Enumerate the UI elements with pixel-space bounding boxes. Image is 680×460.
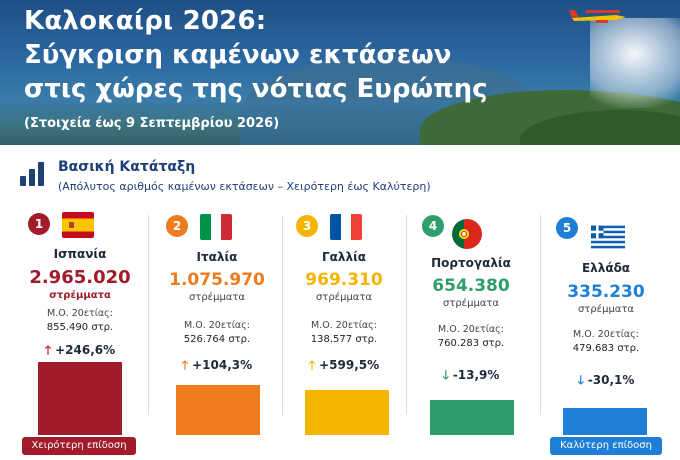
change-value: +246,6%: [55, 343, 116, 357]
average-label: Μ.Ο. 20ετίας:: [184, 320, 250, 331]
change-percent: 🡑 +246,6%: [15, 341, 145, 362]
change-percent: 🡑 +599,5%: [279, 356, 409, 377]
page-title-line3: στις χώρες της νότιας Ευρώπης: [24, 74, 488, 104]
header-banner: Καλοκαίρι 2026: Σύγκριση καμένων εκτάσεω…: [0, 0, 680, 145]
italy-flag-icon: [200, 214, 232, 240]
arrow-down-icon: 🡓: [577, 373, 584, 387]
country-name: Γαλλία: [322, 250, 366, 264]
rank-badge: 3: [296, 215, 318, 237]
page-subtitle: (Στοιχεία έως 9 Σεπτεμβρίου 2026): [24, 116, 280, 131]
best-performance-label: Καλύτερη επίδοση: [550, 437, 662, 455]
average-value: 855.490 στρ.: [46, 322, 114, 333]
rank-badge: 4: [422, 215, 444, 237]
worst-performance-label: Χειρότερη επίδοση: [22, 437, 136, 455]
page-title-line1: Καλοκαίρι 2026:: [24, 6, 267, 36]
burned-area-value: 335.230: [567, 282, 645, 302]
change-value: -30,1%: [587, 373, 635, 387]
change-value: -13,9%: [452, 368, 500, 382]
column-divider: [540, 215, 541, 415]
unit-label: στρέμματα: [577, 304, 635, 315]
arrow-up-icon: 🡑: [181, 358, 189, 372]
france-flag-icon: [330, 214, 362, 240]
change-value: +599,5%: [319, 358, 380, 372]
rank-badge: 2: [166, 215, 188, 237]
unit-label: στρέμματα: [442, 298, 500, 309]
average-label: Μ.Ο. 20ετίας:: [311, 320, 377, 331]
arrow-up-icon: 🡑: [308, 358, 316, 372]
burned-area-value: 1.075.970: [169, 270, 265, 290]
country-name: Ελλάδα: [581, 261, 631, 275]
greece-flag-icon: [591, 225, 625, 249]
burned-area-value: 2.965.020: [29, 267, 131, 288]
average-value: 479.683 στρ.: [572, 343, 640, 354]
burned-area-bar: [176, 385, 260, 435]
arrow-up-icon: 🡑: [44, 343, 52, 357]
burned-area-bar: [430, 400, 514, 435]
average-label: Μ.Ο. 20ετίας:: [438, 324, 504, 335]
portugal-flag-icon: [452, 219, 482, 249]
unit-label: στρέμματα: [315, 292, 373, 303]
average-value: 526.764 στρ.: [183, 334, 251, 345]
arrow-down-icon: 🡓: [442, 368, 449, 382]
page-title-line2: Σύγκριση καμένων εκτάσεων: [24, 40, 452, 70]
change-percent: 🡓 -13,9%: [406, 366, 536, 387]
burned-area-value: 969.310: [305, 270, 383, 290]
average-value: 138.577 στρ.: [310, 334, 378, 345]
burned-area-bar: [305, 390, 389, 435]
column-divider: [148, 215, 149, 415]
ranking-subtitle: (Απόλυτος αριθμός καμένων εκτάσεων – Χει…: [58, 180, 431, 193]
average-label: Μ.Ο. 20ετίας:: [573, 329, 639, 340]
water-spray: [590, 18, 680, 108]
average-label: Μ.Ο. 20ετίας:: [47, 308, 113, 319]
burned-area-value: 654.380: [432, 276, 510, 296]
country-name: Πορτογαλία: [431, 256, 511, 270]
column-divider: [406, 215, 407, 415]
average-value: 760.283 στρ.: [437, 338, 505, 349]
country-name: Ιταλία: [196, 250, 238, 264]
column-divider: [282, 215, 283, 415]
ranking-title: Βασική Κατάταξη: [58, 159, 196, 175]
rank-badge: 5: [556, 217, 578, 239]
spain-flag-icon: [62, 212, 94, 238]
bar-chart-icon: [20, 162, 46, 186]
change-percent: 🡑 +104,3%: [152, 356, 282, 377]
change-percent: 🡓 -30,1%: [541, 371, 671, 392]
country-name: Ισπανία: [53, 247, 107, 261]
burned-area-bar: [38, 362, 122, 435]
change-value: +104,3%: [192, 358, 253, 372]
firefighting-plane-icon: [569, 10, 626, 23]
unit-label: στρέμματα: [49, 290, 111, 301]
rank-badge: 1: [28, 213, 50, 235]
burned-area-bar: [563, 408, 647, 435]
unit-label: στρέμματα: [188, 292, 246, 303]
